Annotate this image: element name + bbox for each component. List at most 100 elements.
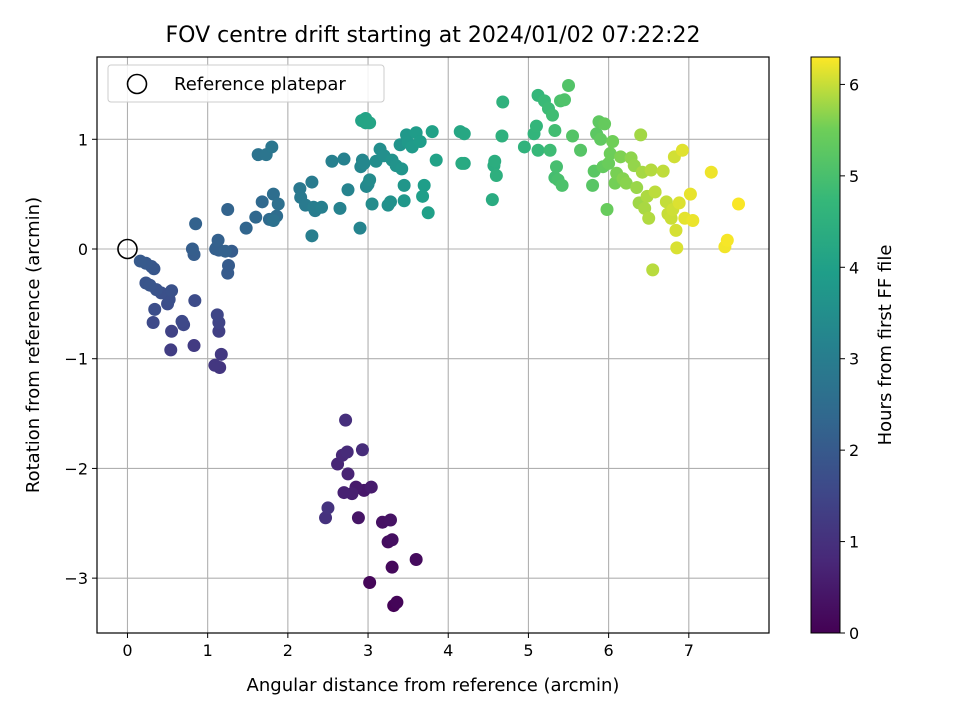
- x-tick-label: 4: [443, 641, 453, 660]
- data-point: [409, 552, 423, 566]
- data-point: [143, 278, 157, 292]
- colorbar-gradient: [810, 56, 841, 634]
- x-tick-label: 3: [363, 641, 373, 660]
- data-point: [363, 116, 377, 130]
- data-point: [397, 178, 411, 192]
- x-tick-label: 1: [203, 641, 213, 660]
- data-point: [390, 595, 404, 609]
- colorbar-tick-label: 6: [849, 75, 859, 94]
- data-point: [545, 108, 559, 122]
- x-tick-label: 6: [604, 641, 614, 660]
- data-point: [425, 125, 439, 139]
- data-point: [600, 203, 614, 217]
- data-point: [421, 206, 435, 220]
- data-point: [646, 263, 660, 277]
- data-point: [614, 150, 628, 164]
- colorbar-tick-label: 5: [849, 167, 859, 186]
- data-point: [305, 175, 319, 189]
- data-point: [148, 302, 162, 316]
- data-point: [656, 164, 670, 178]
- data-point: [574, 143, 588, 157]
- y-axis-ticks: −3 −2 −1 0 1: [64, 130, 97, 588]
- colorbar-tick-label: 0: [849, 624, 859, 643]
- data-point: [187, 339, 201, 353]
- legend-open-circle-icon: [126, 73, 148, 95]
- data-point: [265, 140, 279, 154]
- data-point: [602, 156, 616, 170]
- data-point: [249, 210, 263, 224]
- data-point: [630, 181, 644, 195]
- data-point: [675, 143, 689, 157]
- data-point: [549, 160, 563, 174]
- y-tick-label: −1: [64, 350, 88, 369]
- data-point: [353, 221, 367, 235]
- data-point: [355, 443, 369, 457]
- data-point: [305, 229, 319, 243]
- grid-lines: [97, 57, 769, 633]
- data-point: [321, 501, 335, 515]
- data-point: [319, 511, 333, 525]
- data-point: [211, 233, 225, 247]
- data-point: [146, 316, 160, 330]
- data-point: [670, 241, 684, 255]
- y-tick-label: −3: [64, 569, 88, 588]
- data-point: [341, 183, 355, 197]
- data-point: [531, 143, 545, 157]
- data-point: [266, 213, 280, 227]
- data-point: [339, 413, 353, 427]
- data-point: [648, 185, 662, 199]
- data-point: [495, 129, 509, 143]
- x-axis-label: Angular distance from reference (arcmin): [247, 675, 620, 696]
- data-point: [489, 168, 503, 182]
- data-point: [485, 193, 499, 207]
- data-point: [413, 134, 427, 148]
- data-point: [683, 187, 697, 201]
- data-point: [189, 217, 203, 231]
- colorbar-label: Hours from first FF file: [875, 245, 896, 446]
- data-point: [417, 178, 431, 192]
- data-point: [337, 152, 351, 166]
- reference-platepar-marker: [117, 238, 138, 260]
- y-tick-label: 0: [78, 240, 88, 259]
- data-point: [586, 178, 600, 192]
- x-tick-label: 5: [523, 641, 533, 660]
- data-point: [644, 163, 658, 177]
- data-point: [672, 196, 686, 210]
- data-point: [704, 165, 718, 179]
- data-point: [165, 284, 179, 298]
- data-point: [732, 197, 746, 211]
- legend-box: [107, 64, 385, 103]
- data-point: [363, 173, 377, 187]
- data-point: [455, 156, 469, 170]
- y-axis-label: Rotation from reference (arcmin): [23, 197, 44, 493]
- data-point: [357, 156, 371, 170]
- data-point: [385, 560, 399, 574]
- data-point: [266, 187, 280, 201]
- chart-title: FOV centre drift starting at 2024/01/02 …: [166, 23, 701, 48]
- data-point: [218, 244, 232, 258]
- data-point: [555, 178, 569, 192]
- data-point: [341, 467, 355, 481]
- colorbar-tick-label: 3: [849, 350, 859, 369]
- data-point: [529, 119, 543, 133]
- data-point: [271, 197, 285, 211]
- data-point: [365, 197, 379, 211]
- data-point: [351, 511, 365, 525]
- data-point: [429, 153, 443, 167]
- data-point: [543, 143, 557, 157]
- data-point: [594, 132, 608, 146]
- data-point: [188, 294, 202, 308]
- data-point: [488, 154, 502, 168]
- data-point: [598, 117, 612, 131]
- data-point: [566, 129, 580, 143]
- data-point: [603, 147, 617, 161]
- scatter-points: [133, 79, 746, 613]
- data-point: [164, 343, 178, 357]
- data-point: [558, 93, 572, 107]
- data-point: [383, 513, 397, 527]
- colorbar: 0 1 2 3 4 5 6 Hours from first FF file: [810, 56, 896, 643]
- x-axis-ticks: 0 1 2 3 4 5 6 7: [122, 633, 694, 660]
- plot-frame: [96, 56, 770, 634]
- data-point: [548, 124, 562, 138]
